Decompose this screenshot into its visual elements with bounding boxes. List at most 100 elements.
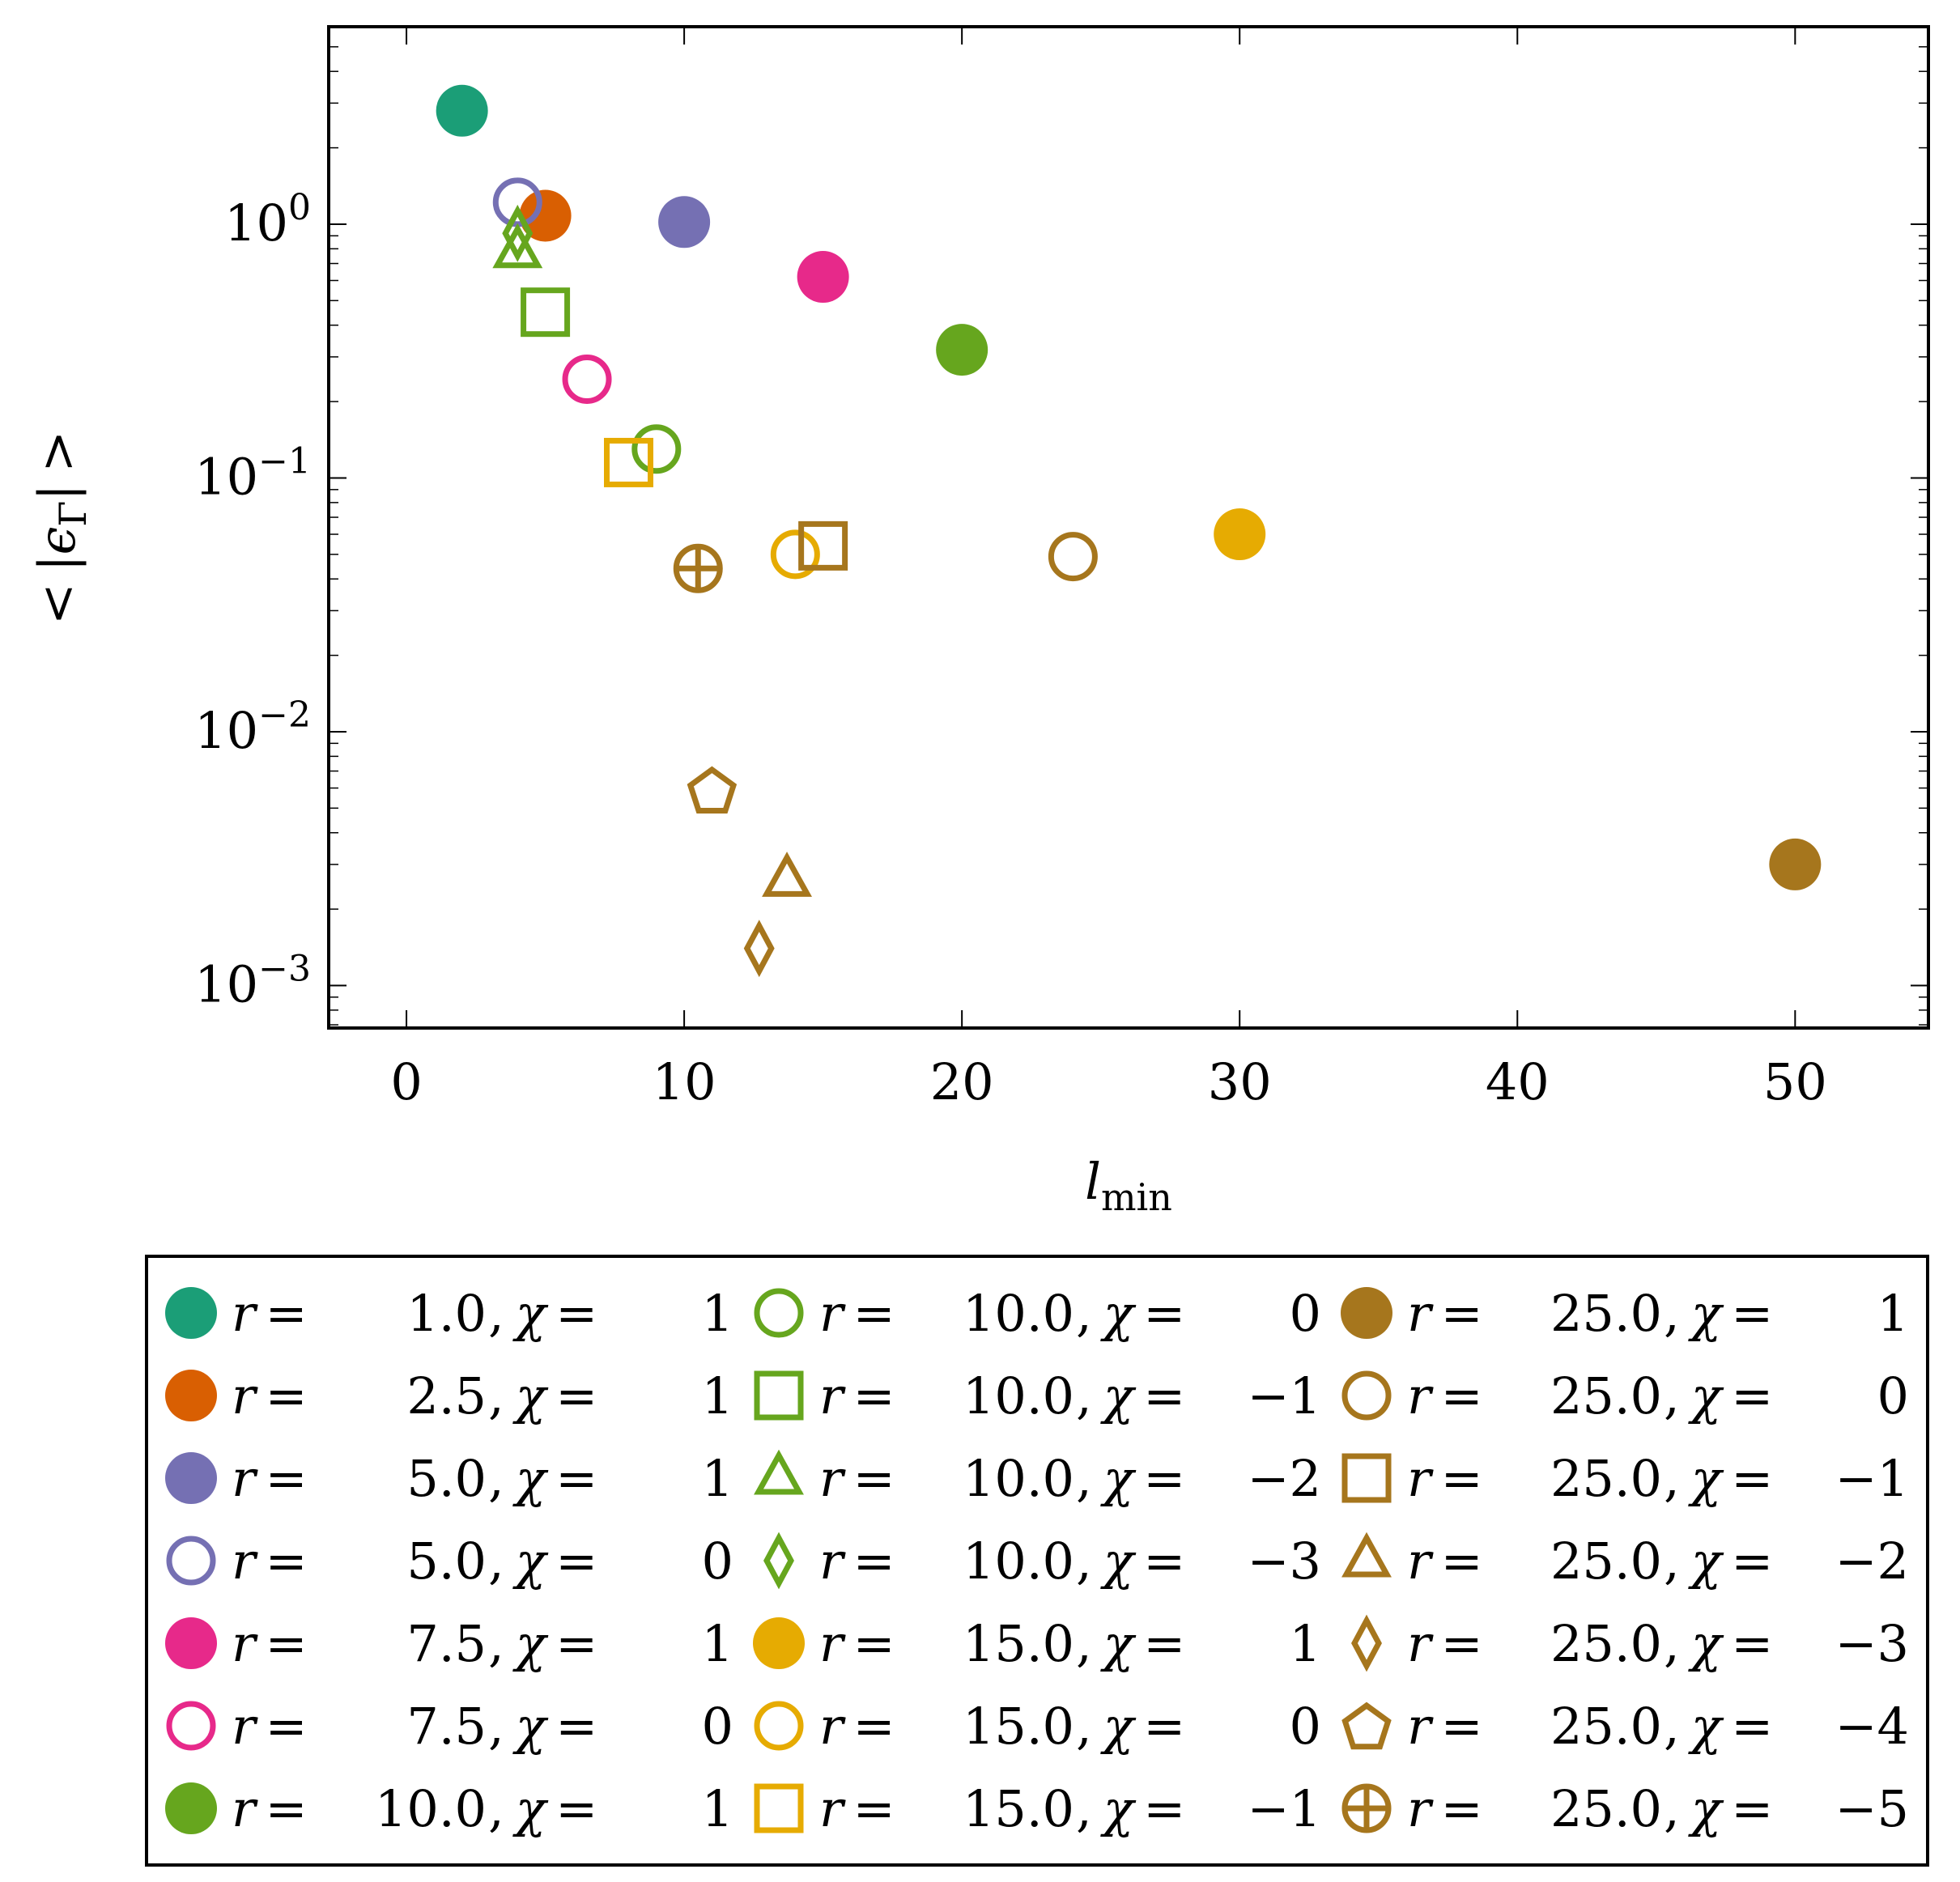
data-point — [762, 852, 812, 897]
legend-marker — [763, 1532, 794, 1590]
legend-marker — [1341, 1453, 1392, 1503]
legend-label: r = — [232, 1449, 308, 1508]
legend-chi-value: −2 — [1248, 1449, 1321, 1508]
y-tick-label: 10−1 — [194, 440, 311, 506]
legend-chi-value: −3 — [1835, 1614, 1909, 1673]
legend-r-value: 25.0 — [1550, 1366, 1662, 1425]
legend-r-value: 10.0 — [963, 1532, 1074, 1591]
legend-item: r = 2.5, χ = 1 — [165, 1366, 733, 1425]
data-point — [436, 84, 488, 137]
legend-chi-label: , χ = — [1664, 1366, 1773, 1425]
data-point — [687, 766, 738, 814]
legend-chi-label: , χ = — [1076, 1614, 1185, 1673]
legend-chi-label: , χ = — [488, 1697, 597, 1756]
legend-chi-label: , χ = — [1664, 1284, 1773, 1343]
y-tick-label: 10−2 — [194, 695, 311, 760]
legend-item: r = 25.0, χ = −2 — [1341, 1532, 1909, 1591]
legend-label: r = — [232, 1366, 308, 1425]
legend-item: r = 10.0, χ = 0 — [754, 1284, 1321, 1343]
legend-label: r = — [819, 1697, 895, 1756]
legend-chi-label: , χ = — [1664, 1449, 1773, 1508]
legend-item: r = 1.0, χ = 1 — [165, 1284, 733, 1343]
legend-label: r = — [819, 1614, 895, 1673]
legend-marker — [1341, 1532, 1392, 1578]
legend-r-value: 10.0 — [963, 1284, 1074, 1343]
legend-r-value: 25.0 — [1550, 1532, 1662, 1591]
legend-chi-label: , χ = — [1664, 1532, 1773, 1591]
legend-chi-label: , χ = — [488, 1449, 597, 1508]
x-tick-label: 0 — [390, 1052, 422, 1111]
legend-label: r = — [819, 1366, 895, 1425]
legend-label: r = — [1407, 1284, 1483, 1343]
legend-r-value: 2.5 — [406, 1366, 487, 1425]
legend-chi-value: 0 — [1877, 1366, 1909, 1425]
legend-item: r = 10.0, χ = −2 — [754, 1449, 1321, 1508]
data-point — [492, 223, 543, 269]
legend-chi-value: −1 — [1248, 1779, 1321, 1838]
x-tick-label: 50 — [1763, 1052, 1827, 1111]
legend-label: r = — [232, 1532, 308, 1591]
legend-item: r = 25.0, χ = 1 — [1341, 1284, 1909, 1343]
legend-chi-label: , χ = — [488, 1614, 597, 1673]
legend-marker — [754, 1288, 804, 1338]
legend-chi-value: −4 — [1835, 1697, 1909, 1756]
legend-chi-value: −1 — [1835, 1449, 1909, 1508]
legend-chi-label: , χ = — [1076, 1449, 1185, 1508]
legend-chi-label: , χ = — [1076, 1366, 1185, 1425]
legend-marker — [165, 1782, 217, 1834]
legend-chi-value: 1 — [702, 1449, 733, 1508]
legend-item: r = 7.5, χ = 1 — [165, 1614, 733, 1673]
data-point — [521, 287, 571, 338]
data-points — [436, 84, 1822, 978]
data-point — [519, 189, 572, 242]
legend-marker — [165, 1370, 217, 1421]
legend-chi-label: , χ = — [1076, 1284, 1185, 1343]
legend-r-value: 7.5 — [406, 1697, 487, 1756]
legend-chi-value: 1 — [702, 1779, 733, 1838]
data-point — [1214, 508, 1266, 561]
legend-marker — [1341, 1783, 1392, 1833]
legend-item: r = 25.0, χ = −3 — [1351, 1614, 1909, 1673]
data-point — [631, 424, 682, 474]
x-tick-label: 20 — [930, 1052, 994, 1111]
legend-r-value: 25.0 — [1550, 1449, 1662, 1508]
legend-chi-value: 1 — [1877, 1284, 1909, 1343]
data-point — [936, 324, 989, 376]
legend-chi-label: , χ = — [488, 1779, 597, 1838]
legend-chi-label: , χ = — [1076, 1532, 1185, 1591]
legend-item: r = 5.0, χ = 0 — [166, 1532, 733, 1591]
data-point — [562, 354, 612, 404]
legend-r-value: 10.0 — [963, 1366, 1074, 1425]
legend-marker — [165, 1617, 217, 1669]
data-point — [798, 520, 848, 571]
data-point — [797, 251, 849, 304]
legend-marker — [1341, 1287, 1392, 1339]
data-point — [658, 196, 711, 249]
data-point — [1048, 532, 1098, 582]
legend-marker — [1341, 1370, 1392, 1421]
legend-chi-value: −2 — [1835, 1532, 1909, 1591]
legend-r-value: 5.0 — [406, 1532, 487, 1591]
y-tick-label: 100 — [224, 187, 311, 253]
legend-label: r = — [819, 1449, 895, 1508]
legend-chi-label: , χ = — [1664, 1779, 1773, 1838]
plot-frame — [327, 25, 1930, 1030]
legend-marker — [753, 1617, 805, 1669]
y-tick-label: 10−3 — [194, 948, 311, 1013]
legend-label: r = — [1407, 1614, 1483, 1673]
legend-label: r = — [1407, 1697, 1483, 1756]
x-tick-label: 40 — [1486, 1052, 1550, 1111]
legend-item: r = 7.5, χ = 0 — [166, 1697, 733, 1756]
legend-r-value: 15.0 — [963, 1697, 1074, 1756]
legend-label: r = — [232, 1614, 308, 1673]
legend-chi-value: −1 — [1248, 1366, 1321, 1425]
legend-item: r = 5.0, χ = 1 — [165, 1449, 733, 1508]
data-point — [502, 204, 534, 262]
legend-box — [145, 1255, 1929, 1867]
legend-label: r = — [232, 1697, 308, 1756]
legend-chi-value: 1 — [702, 1366, 733, 1425]
legend-r-value: 15.0 — [963, 1779, 1074, 1838]
legend-r-value: 5.0 — [406, 1449, 487, 1508]
data-point — [743, 920, 775, 978]
